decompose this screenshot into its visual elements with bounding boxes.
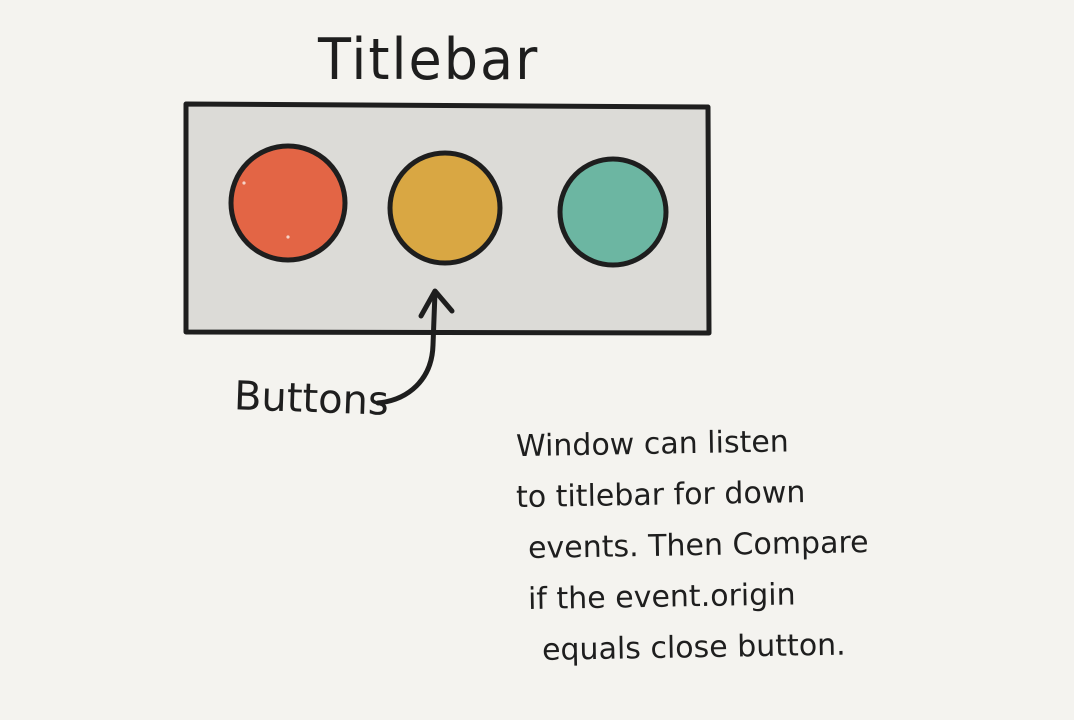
- close-button-highlight: [242, 181, 246, 185]
- pointer-arrow-shaft: [375, 289, 438, 406]
- minimize-button[interactable]: [387, 150, 503, 266]
- close-button[interactable]: [228, 143, 348, 263]
- note-line: equals close button.: [541, 627, 846, 668]
- note-line: Window can listen: [515, 424, 790, 465]
- buttons-label: Buttons: [233, 373, 390, 425]
- note-line: events. Then Compare: [527, 525, 869, 567]
- pointer-arrow-head: [418, 288, 455, 319]
- note-line: to titlebar for down: [515, 475, 806, 516]
- close-button-highlight: [286, 235, 290, 239]
- maximize-button[interactable]: [557, 156, 669, 268]
- titlebar-label: Titlebar: [318, 26, 540, 93]
- note-line: if the event.origin: [527, 577, 796, 618]
- annotation-note: Window can listen to titlebar for down e…: [516, 418, 876, 673]
